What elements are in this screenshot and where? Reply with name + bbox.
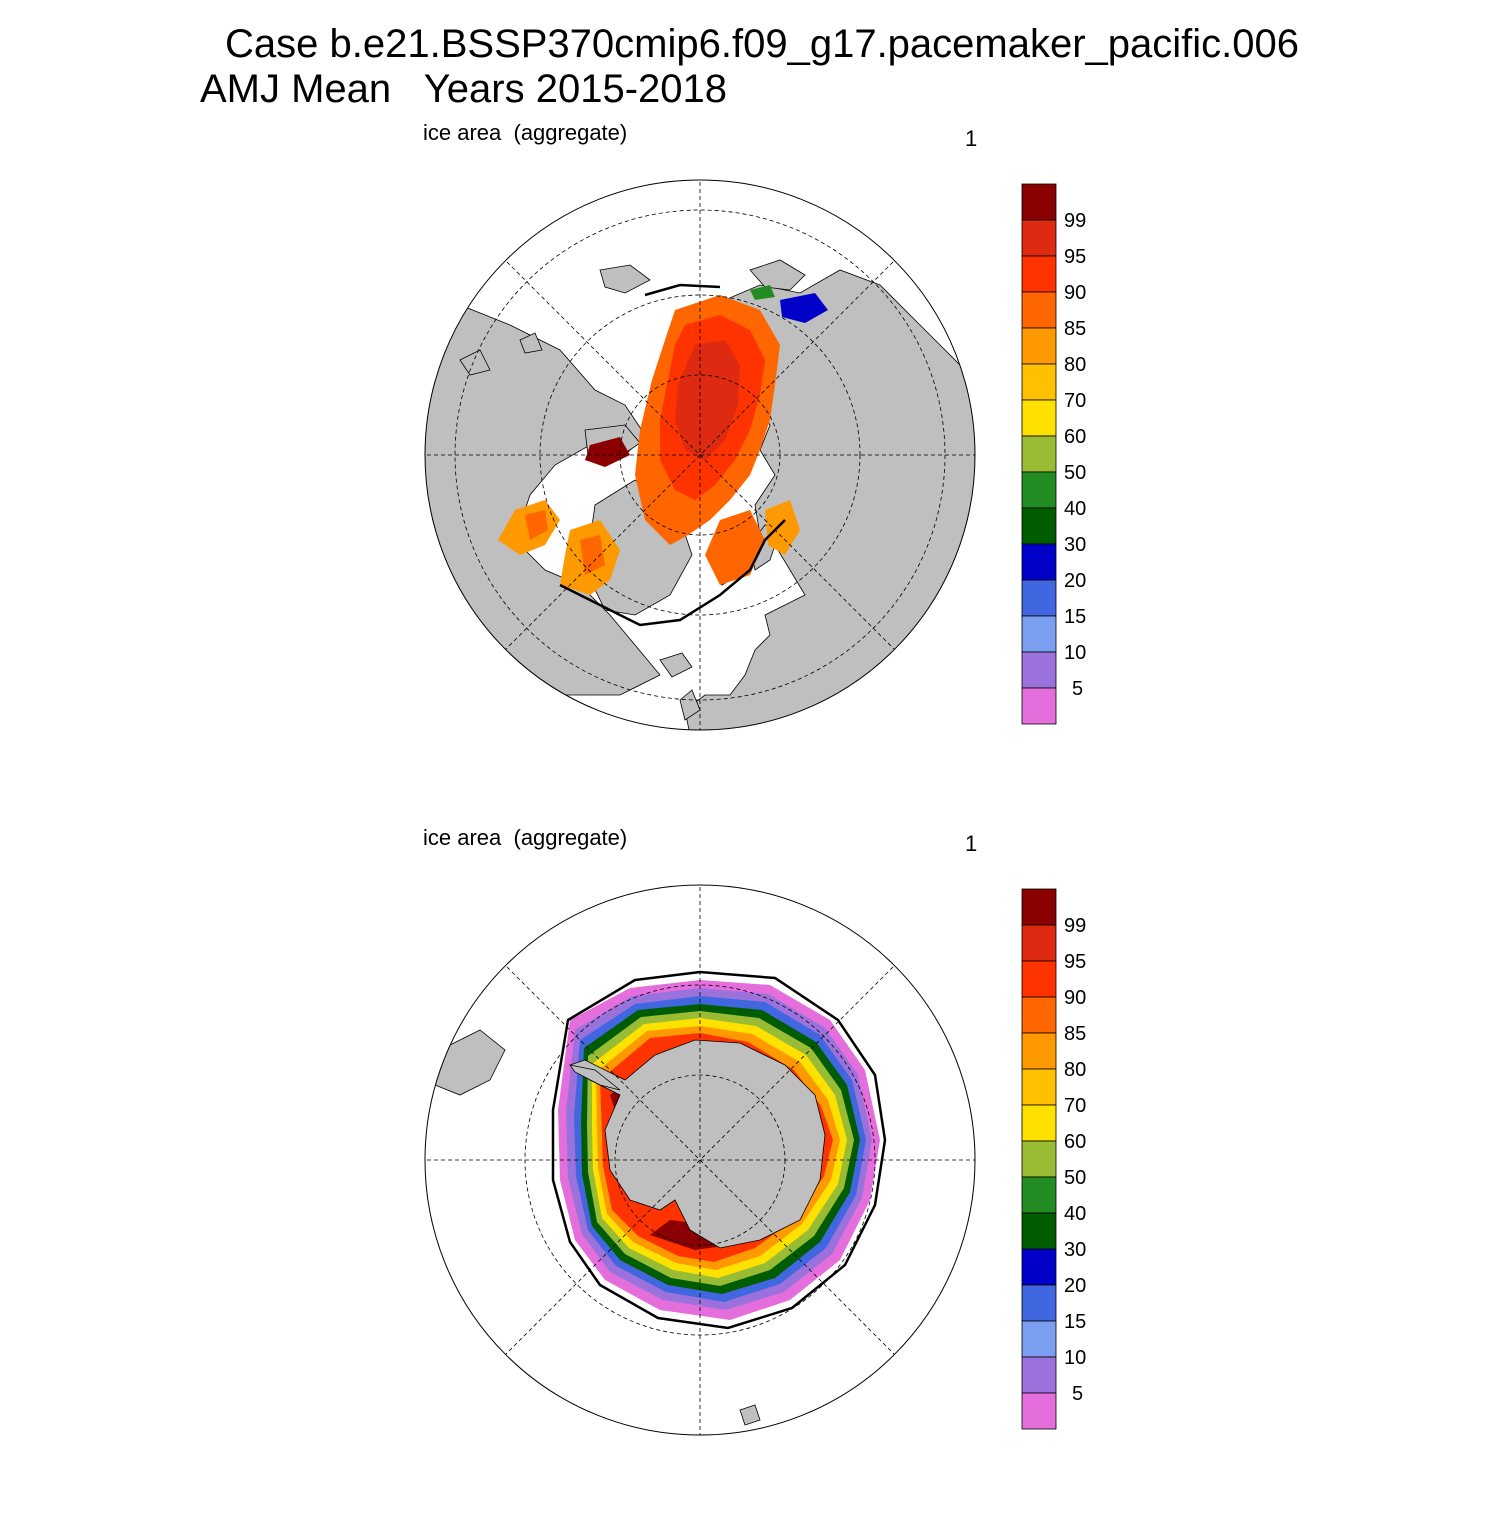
colorbar-box bbox=[1021, 1212, 1057, 1250]
plot-title-line-1: Case b.e21.BSSP370cmip6.f09_g17.pacemake… bbox=[225, 22, 1300, 66]
colorbar-box bbox=[1021, 255, 1057, 293]
colorbar-box bbox=[1021, 1032, 1057, 1070]
land-masses bbox=[434, 1029, 826, 1426]
colorbar-box bbox=[1021, 435, 1057, 473]
colorbar: 99 95 90 85 80 70 60 50 40 30 20 15 10 5 bbox=[1021, 888, 1086, 1430]
colorbar-tick-label: 5 bbox=[1072, 678, 1083, 700]
colorbar-box bbox=[1021, 1068, 1057, 1106]
antarctic-polar-map bbox=[424, 884, 976, 1436]
graticule bbox=[425, 885, 975, 1435]
colorbar-box bbox=[1021, 1176, 1057, 1214]
colorbar-tick-label: 20 bbox=[1064, 1275, 1086, 1297]
colorbar-tick-label: 95 bbox=[1064, 951, 1086, 973]
colorbar-tick-label: 50 bbox=[1064, 462, 1086, 484]
colorbar-tick-label: 70 bbox=[1064, 1095, 1086, 1117]
colorbar-box bbox=[1021, 363, 1057, 401]
arctic-polar-map bbox=[424, 179, 976, 731]
colorbar-tick-label: 10 bbox=[1064, 642, 1086, 664]
colorbar-tick-label: 70 bbox=[1064, 390, 1086, 412]
ice-edge-contour bbox=[551, 970, 887, 1330]
colorbar-tick-label: 15 bbox=[1064, 606, 1086, 628]
colorbar-box bbox=[1021, 1284, 1057, 1322]
colorbar-tick-label: 95 bbox=[1064, 246, 1086, 268]
panel-variable-label: ice area (aggregate) bbox=[423, 825, 628, 850]
colorbar-tick-label: 30 bbox=[1064, 1239, 1086, 1261]
map-boundary bbox=[424, 884, 976, 1436]
colorbar-tick-label: 10 bbox=[1064, 1347, 1086, 1369]
colorbar-box bbox=[1021, 1320, 1057, 1358]
colorbar-box bbox=[1021, 1248, 1057, 1286]
colorbar-tick-label: 90 bbox=[1064, 282, 1086, 304]
sea-ice-field bbox=[498, 285, 828, 595]
colorbar-tick-label: 15 bbox=[1064, 1311, 1086, 1333]
colorbar-box bbox=[1021, 651, 1057, 689]
colorbar-box bbox=[1021, 687, 1057, 725]
colorbar-tick-label: 60 bbox=[1064, 1131, 1086, 1153]
colorbar-box bbox=[1021, 219, 1057, 257]
colorbar-tick-label: 85 bbox=[1064, 318, 1086, 340]
colorbar-tick-label: 99 bbox=[1064, 915, 1086, 937]
colorbar-tick-label: 30 bbox=[1064, 534, 1086, 556]
panel-corner-label: 1 bbox=[965, 126, 978, 151]
map-boundary bbox=[424, 179, 976, 731]
colorbar-box bbox=[1021, 1356, 1057, 1394]
ice-edge-contour bbox=[559, 283, 786, 627]
colorbar-tick-label: 40 bbox=[1064, 498, 1086, 520]
antarctic-panel: ice area (aggregate) 1 bbox=[0, 815, 1500, 1515]
colorbar-box bbox=[1021, 1104, 1057, 1142]
panel-corner-label: 1 bbox=[965, 831, 978, 856]
colorbar-tick-label: 90 bbox=[1064, 987, 1086, 1009]
colorbar-tick-label: 50 bbox=[1064, 1167, 1086, 1189]
colorbar-tick-label: 80 bbox=[1064, 1059, 1086, 1081]
panel-variable-label: ice area (aggregate) bbox=[423, 120, 628, 145]
colorbar-box bbox=[1021, 543, 1057, 581]
colorbar-box bbox=[1021, 888, 1057, 926]
colorbar-box bbox=[1021, 327, 1057, 365]
colorbar: 99 95 90 85 80 70 60 50 40 30 20 15 10 5 bbox=[1021, 183, 1086, 725]
colorbar-tick-label: 80 bbox=[1064, 354, 1086, 376]
colorbar-box bbox=[1021, 996, 1057, 1034]
colorbar-box bbox=[1021, 615, 1057, 653]
graticule bbox=[425, 180, 975, 730]
colorbar-box bbox=[1021, 507, 1057, 545]
colorbar-box bbox=[1021, 924, 1057, 962]
colorbar-box bbox=[1021, 399, 1057, 437]
plot-title-line-2: AMJ Mean Years 2015-2018 bbox=[200, 67, 728, 111]
colorbar-box bbox=[1021, 183, 1057, 221]
arctic-panel: ice area (aggregate) 1 bbox=[0, 110, 1500, 810]
colorbar-tick-label: 99 bbox=[1064, 210, 1086, 232]
colorbar-tick-label: 20 bbox=[1064, 570, 1086, 592]
colorbar-tick-label: 5 bbox=[1072, 1383, 1083, 1405]
colorbar-box bbox=[1021, 1392, 1057, 1430]
colorbar-box bbox=[1021, 291, 1057, 329]
colorbar-tick-label: 85 bbox=[1064, 1023, 1086, 1045]
colorbar-box bbox=[1021, 579, 1057, 617]
colorbar-tick-label: 60 bbox=[1064, 426, 1086, 448]
colorbar-box bbox=[1021, 1140, 1057, 1178]
colorbar-tick-label: 40 bbox=[1064, 1203, 1086, 1225]
colorbar-box bbox=[1021, 960, 1057, 998]
colorbar-box bbox=[1021, 471, 1057, 509]
